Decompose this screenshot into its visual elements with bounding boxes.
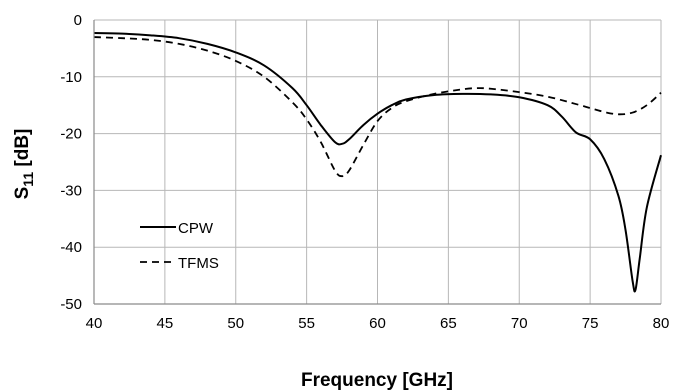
y-axis-title-unit: [dB] <box>12 129 33 172</box>
x-tick-label: 65 <box>440 315 457 332</box>
legend: CPW TFMS <box>140 220 219 272</box>
series-layer <box>93 32 662 293</box>
y-tick-label: -20 <box>60 126 82 143</box>
y-axis-title-base: S <box>12 187 33 200</box>
y-axis-title: S11 [dB] <box>12 129 36 200</box>
tick-labels: 40 45 50 55 60 65 70 75 80 0 -10 -20 -30 -40 -50 <box>60 12 669 332</box>
grid <box>93 19 662 305</box>
legend-label-cpw: CPW <box>178 220 214 237</box>
x-tick-label: 70 <box>511 315 528 332</box>
axes <box>93 20 661 305</box>
y-tick-label: -10 <box>60 69 82 86</box>
y-tick-label: 0 <box>74 12 82 29</box>
x-tick-label: 55 <box>298 315 315 332</box>
y-tick-label: -40 <box>60 239 82 256</box>
y-tick-label: -50 <box>60 296 82 313</box>
x-axis-title: Frequency [GHz] <box>301 370 453 391</box>
x-tick-label: 40 <box>86 315 103 332</box>
series-line-cpw <box>93 32 662 293</box>
x-tick-label: 80 <box>653 315 670 332</box>
x-tick-label: 60 <box>369 315 386 332</box>
x-tick-label: 45 <box>157 315 174 332</box>
x-tick-label: 75 <box>582 315 599 332</box>
legend-label-tfms: TFMS <box>178 255 219 272</box>
y-tick-label: -30 <box>60 182 82 199</box>
y-axis-title-subscript: 11 <box>20 172 36 187</box>
x-tick-label: 50 <box>227 315 244 332</box>
